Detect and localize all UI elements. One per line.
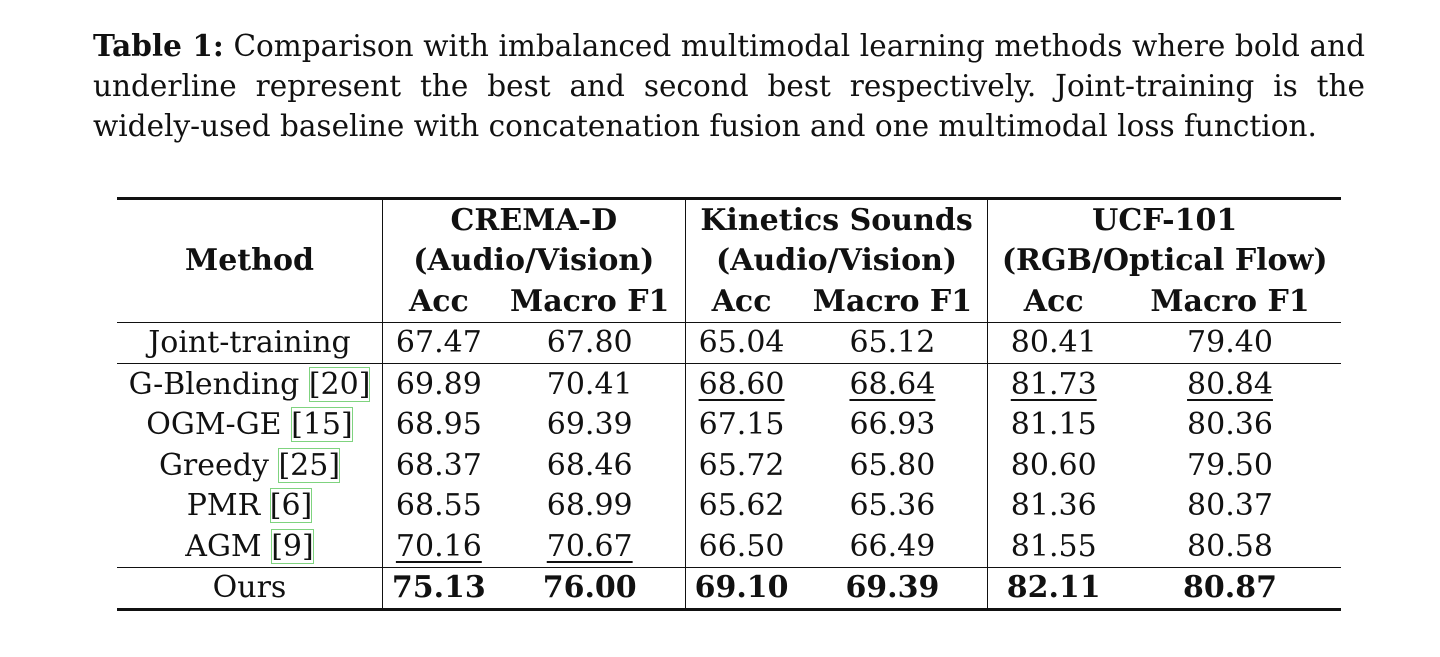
- value-cell: 68.64: [797, 363, 988, 405]
- value-cell: 67.80: [494, 321, 686, 364]
- value-cell: 80.60: [987, 445, 1119, 486]
- caption-label: Table 1:: [93, 28, 224, 63]
- value-cell: 69.39: [546, 407, 633, 443]
- second-best-value: 68.64: [849, 366, 936, 402]
- value-cell: 68.46: [546, 447, 633, 483]
- value-cell: 65.80: [849, 447, 936, 483]
- best-value: 75.13: [381, 566, 495, 610]
- second-best-value: 70.16: [395, 528, 482, 564]
- table-row: AGM [9] 70.16 70.67 66.50 66.49 81.55 80…: [117, 526, 1341, 567]
- value-cell: 65.04: [684, 321, 798, 364]
- value-cell: 80.37: [1187, 488, 1273, 524]
- value-cell: 80.41: [987, 321, 1119, 364]
- metric-f1-header: Macro F1: [510, 283, 670, 319]
- method-name: Greedy [25]: [158, 447, 341, 483]
- method-name: PMR [6]: [186, 488, 313, 524]
- value-cell: 69.89: [381, 363, 495, 405]
- value-cell: 81.15: [987, 404, 1119, 445]
- metric-acc-header: Acc: [684, 281, 798, 322]
- value-cell: 79.50: [1187, 447, 1273, 483]
- value-cell: 65.36: [849, 488, 936, 524]
- value-cell: 68.55: [381, 485, 495, 526]
- citation-link[interactable]: [6]: [269, 488, 313, 524]
- value-cell: 81.73: [987, 363, 1119, 405]
- best-value: 69.39: [797, 566, 988, 610]
- value-cell: 81.55: [987, 526, 1119, 567]
- value-cell: 65.12: [797, 321, 988, 364]
- caption-text: Comparison with imbalanced multimodal le…: [93, 29, 1365, 143]
- value-cell: 66.49: [849, 528, 936, 564]
- value-cell: 80.58: [1187, 528, 1273, 564]
- best-value: 76.00: [494, 566, 686, 610]
- value-cell: 79.40: [1119, 321, 1341, 364]
- citation-link[interactable]: [9]: [271, 528, 314, 564]
- value-cell: 68.37: [381, 445, 495, 486]
- results-table: Method CREMA-D Kinetics Sounds UCF-101 (…: [117, 197, 1341, 611]
- value-cell: 70.67: [495, 526, 686, 567]
- table-caption: Table 1: Comparison with imbalanced mult…: [93, 26, 1365, 146]
- table-row: Ours 75.13 76.00 69.10 69.39 82.11 80.87: [117, 566, 1341, 610]
- value-cell: 66.93: [849, 407, 936, 443]
- header-row-dataset: Method CREMA-D Kinetics Sounds UCF-101: [117, 198, 1341, 278]
- value-cell: 65.62: [684, 485, 798, 526]
- table-row: G-Blending [20] 69.89 70.41 68.60 68.64 …: [117, 363, 1341, 405]
- table-row: Greedy [25] 68.37 68.46 65.72 65.80 80.6…: [117, 445, 1341, 486]
- table-row: OGM-GE [15] 68.95 69.39 67.15 66.93 81.1…: [117, 404, 1341, 445]
- second-best-value: 68.60: [698, 366, 785, 402]
- value-cell: 70.41: [494, 363, 686, 405]
- method-name: Ours: [117, 566, 383, 610]
- method-name: AGM [9]: [185, 528, 314, 564]
- dataset-modalities-kinetics-sounds: (Audio/Vision): [684, 240, 988, 281]
- value-cell: 67.15: [684, 404, 798, 445]
- method-name: G-Blending [20]: [117, 363, 383, 405]
- dataset-name-ucf-101: UCF-101: [987, 198, 1341, 241]
- best-value: 80.87: [1119, 566, 1341, 610]
- value-cell: 80.84: [1119, 363, 1341, 405]
- table-row: Joint-training 67.47 67.80 65.04 65.12 8…: [117, 321, 1341, 364]
- metric-f1-header: Macro F1: [812, 283, 973, 319]
- best-value: 82.11: [987, 566, 1119, 610]
- value-cell: 66.50: [684, 526, 798, 567]
- table-row: PMR [6] 68.55 68.99 65.62 65.36 81.36 80…: [117, 485, 1341, 526]
- value-cell: 70.16: [381, 526, 495, 567]
- dataset-name-kinetics-sounds: Kinetics Sounds: [684, 198, 988, 241]
- best-value: 69.10: [684, 566, 798, 610]
- metric-acc-header: Acc: [381, 281, 495, 322]
- second-best-value: 70.67: [546, 528, 633, 564]
- value-cell: 68.95: [381, 404, 495, 445]
- value-cell: 81.36: [987, 485, 1119, 526]
- second-best-value: 80.84: [1187, 366, 1273, 402]
- method-header: Method: [185, 243, 314, 279]
- dataset-name-crema-d: CREMA-D: [381, 198, 686, 241]
- value-cell: 67.47: [381, 321, 495, 364]
- header-row-metric: Acc Macro F1 Acc Macro F1 Acc Macro F1: [117, 281, 1341, 322]
- second-best-value: 81.73: [1010, 366, 1097, 402]
- dataset-modalities-ucf-101: (RGB/Optical Flow): [987, 240, 1341, 281]
- metric-acc-header: Acc: [987, 281, 1119, 322]
- value-cell: 68.99: [546, 488, 633, 524]
- header-row-modality: (Audio/Vision) (Audio/Vision) (RGB/Optic…: [117, 240, 1341, 281]
- dataset-modalities-crema-d: (Audio/Vision): [381, 240, 686, 281]
- citation-link[interactable]: [25]: [278, 447, 341, 483]
- method-name: Joint-training: [117, 321, 383, 364]
- method-name: OGM-GE [15]: [146, 407, 353, 443]
- citation-link[interactable]: [15]: [291, 407, 353, 443]
- value-cell: 65.72: [684, 445, 798, 486]
- value-cell: 80.36: [1187, 407, 1273, 443]
- metric-f1-header: Macro F1: [1150, 283, 1310, 319]
- citation-link[interactable]: [20]: [308, 366, 371, 402]
- value-cell: 68.60: [684, 363, 798, 405]
